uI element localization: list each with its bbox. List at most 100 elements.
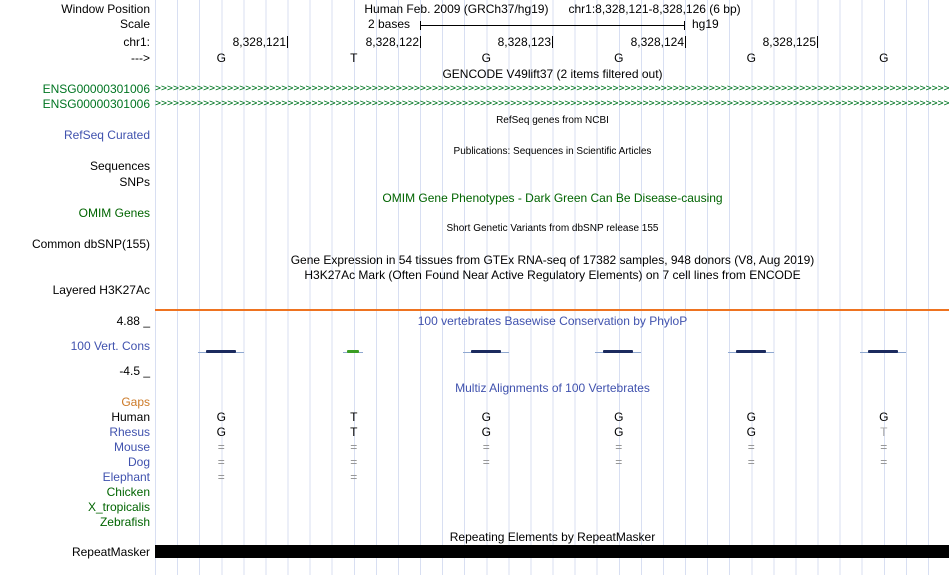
species-label-xtropicalis[interactable]: X_tropicalis (87, 500, 150, 514)
multiz-row-rhesus: Rhesus G T G G G T (0, 425, 950, 439)
phylop-mark[interactable] (603, 350, 633, 353)
ruler-tick (420, 36, 421, 48)
refseq-track-title-row: RefSeq genes from NCBI (0, 114, 950, 128)
phylop-mark[interactable] (471, 350, 501, 353)
species-label-zebrafish[interactable]: Zebrafish (99, 515, 150, 529)
base-cell: G (481, 51, 491, 65)
multiz-cells-mouse: = = = = = = (155, 440, 950, 454)
multiz-title-row: Multiz Alignments of 100 Vertebrates (0, 381, 950, 395)
snps-left-label[interactable]: SNPs (119, 175, 150, 189)
multiz-cells-elephant: = = (155, 470, 950, 484)
ruler-tick (287, 36, 288, 48)
ruler-tick (817, 36, 818, 48)
phylop-mark[interactable] (868, 350, 898, 353)
window-position-label: Window Position (61, 2, 150, 16)
coordinate-row: chr1: 8,328,121 8,328,122 8,328,123 8,32… (0, 35, 950, 49)
omim-left-label[interactable]: OMIM Genes (78, 206, 150, 220)
h3k27ac-center-label[interactable]: H3K27Ac Mark (Often Found Near Active Re… (304, 268, 801, 282)
coordinate-label: 8,328,125 (762, 35, 816, 49)
alignment-cell: G (216, 425, 226, 439)
ruler-tick (552, 36, 553, 48)
refseq-left-label[interactable]: RefSeq Curated (63, 128, 150, 142)
publications-center-label[interactable]: Publications: Sequences in Scientific Ar… (453, 146, 652, 157)
multiz-row-dog: Dog = = = = = = (0, 455, 950, 469)
alignment-cell: G (614, 425, 624, 439)
scale-value: 2 bases (367, 17, 410, 31)
repeatmasker-left-label[interactable]: RepeatMasker (71, 545, 150, 559)
conservation-title-row: 4.88 _ 100 vertebrates Basewise Conserva… (0, 314, 950, 328)
conservation-left-label[interactable]: 100 Vert. Cons (70, 339, 150, 353)
sequence-row: ---> G T G G G G (0, 51, 950, 65)
gaps-label[interactable]: Gaps (121, 395, 150, 409)
alignment-cell (553, 470, 686, 484)
multiz-row-mouse: Mouse = = = = = = (0, 440, 950, 454)
species-label-human[interactable]: Human (111, 410, 150, 424)
position-title: Human Feb. 2009 (GRCh37/hg19) chr1:8,328… (155, 2, 950, 16)
gencode-track-title-row: GENCODE V49lift37 (2 items filtered out) (0, 67, 950, 81)
alignment-cell: T (350, 425, 358, 439)
gencode-item-row: ENSG00000301006 >>>>>>>>>>>>>>>>>>>>>>>>… (0, 82, 950, 96)
species-label-rhesus[interactable]: Rhesus (109, 425, 150, 439)
gene-item-label[interactable]: ENSG00000301006 (42, 97, 150, 111)
base-cell: T (350, 51, 358, 65)
coordinate-label: 8,328,123 (497, 35, 551, 49)
gene-item-arrows[interactable]: >>>>>>>>>>>>>>>>>>>>>>>>>>>>>>>>>>>>>>>>… (155, 83, 949, 94)
omim-center-label[interactable]: OMIM Gene Phenotypes - Dark Green Can Be… (382, 191, 723, 205)
dbsnp-left-label[interactable]: Common dbSNP(155) (31, 237, 150, 251)
omim-label-row: OMIM Genes (0, 206, 950, 220)
alignment-cell: G (481, 425, 491, 439)
multiz-center-label[interactable]: Multiz Alignments of 100 Vertebrates (455, 381, 650, 395)
alignment-cell (818, 470, 950, 484)
repeatmasker-item[interactable] (155, 545, 949, 558)
position-range: chr1:8,328,121-8,328,126 (6 bp) (568, 2, 741, 16)
multiz-row-zebrafish: Zebrafish (0, 515, 950, 529)
gene-item-label[interactable]: ENSG00000301006 (42, 82, 150, 96)
phylop-mark[interactable] (736, 350, 766, 353)
alignment-cell: T (350, 410, 358, 424)
alignment-cell: = (217, 455, 225, 469)
h3k27ac-label-row: Layered H3K27Ac (0, 283, 950, 297)
gencode-item-row: ENSG00000301006 >>>>>>>>>>>>>>>>>>>>>>>>… (0, 97, 950, 111)
gtex-track-title-row: Gene Expression in 54 tissues from GTEx … (0, 253, 950, 267)
direction-arrow: ---> (131, 51, 150, 65)
base-cell: G (216, 51, 226, 65)
reference-bases: G T G G G G (155, 51, 950, 65)
alignment-cell: = (217, 470, 225, 484)
alignment-cell: = (880, 455, 888, 469)
species-label-mouse[interactable]: Mouse (113, 440, 150, 454)
h3k27ac-baseline[interactable] (155, 309, 949, 311)
alignment-cell: = (482, 455, 490, 469)
coordinate-label: 8,328,121 (232, 35, 286, 49)
dbsnp-center-label[interactable]: Short Genetic Variants from dbSNP releas… (446, 223, 659, 234)
alignment-cell (685, 470, 818, 484)
species-label-dog[interactable]: Dog (127, 455, 150, 469)
window-position-row: Window Position Human Feb. 2009 (GRCh37/… (0, 2, 950, 16)
gencode-center-label[interactable]: GENCODE V49lift37 (2 items filtered out) (442, 67, 663, 81)
alignment-cell: G (746, 410, 756, 424)
dbsnp-label-row: Common dbSNP(155) (0, 237, 950, 251)
h3k27ac-left-label[interactable]: Layered H3K27Ac (52, 283, 150, 297)
coordinate-label: 8,328,124 (630, 35, 684, 49)
conservation-center-label[interactable]: 100 vertebrates Basewise Conservation by… (417, 314, 688, 328)
conservation-axis-min: -4.5 _ (119, 364, 150, 378)
gtex-center-label[interactable]: Gene Expression in 54 tissues from GTEx … (290, 253, 815, 267)
multiz-row-human: Human G T G G G G (0, 410, 950, 424)
alignment-cell: G (614, 410, 624, 424)
repeatmasker-label-row: RepeatMasker (0, 545, 950, 559)
h3k27ac-track-title-row: H3K27Ac Mark (Often Found Near Active Re… (0, 268, 950, 282)
chrom-label: chr1: (123, 35, 150, 49)
repeatmasker-center-label[interactable]: Repeating Elements by RepeatMasker (449, 530, 656, 544)
alignment-cell: G (746, 425, 756, 439)
species-label-elephant[interactable]: Elephant (102, 470, 150, 484)
sequences-left-label[interactable]: Sequences (89, 159, 150, 173)
multiz-gaps-row: Gaps (0, 395, 950, 409)
assembly-short-label: hg19 (692, 17, 719, 31)
multiz-cells-dog: = = = = = = (155, 455, 950, 469)
refseq-center-label[interactable]: RefSeq genes from NCBI (496, 115, 609, 126)
phylop-mark[interactable] (206, 350, 236, 353)
species-label-chicken[interactable]: Chicken (106, 485, 150, 499)
phylop-mark[interactable] (347, 350, 359, 353)
base-cell: G (746, 51, 756, 65)
gene-item-arrows[interactable]: >>>>>>>>>>>>>>>>>>>>>>>>>>>>>>>>>>>>>>>>… (155, 98, 949, 109)
